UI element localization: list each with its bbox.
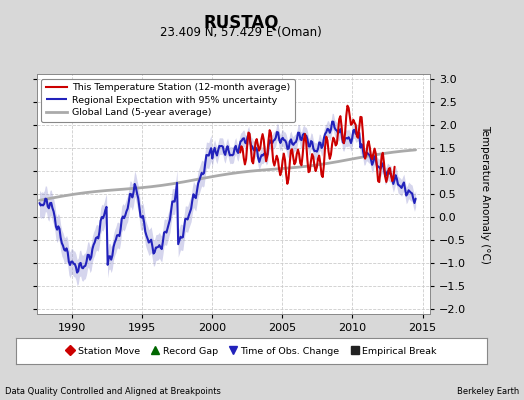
Text: 23.409 N, 57.429 E (Oman): 23.409 N, 57.429 E (Oman) — [160, 26, 322, 39]
Text: RUSTAQ: RUSTAQ — [203, 14, 279, 32]
Text: Data Quality Controlled and Aligned at Breakpoints: Data Quality Controlled and Aligned at B… — [5, 387, 221, 396]
Text: Berkeley Earth: Berkeley Earth — [456, 387, 519, 396]
Legend: Station Move, Record Gap, Time of Obs. Change, Empirical Break: Station Move, Record Gap, Time of Obs. C… — [63, 343, 440, 359]
Legend: This Temperature Station (12-month average), Regional Expectation with 95% uncer: This Temperature Station (12-month avera… — [41, 79, 294, 122]
Y-axis label: Temperature Anomaly (°C): Temperature Anomaly (°C) — [479, 124, 490, 264]
